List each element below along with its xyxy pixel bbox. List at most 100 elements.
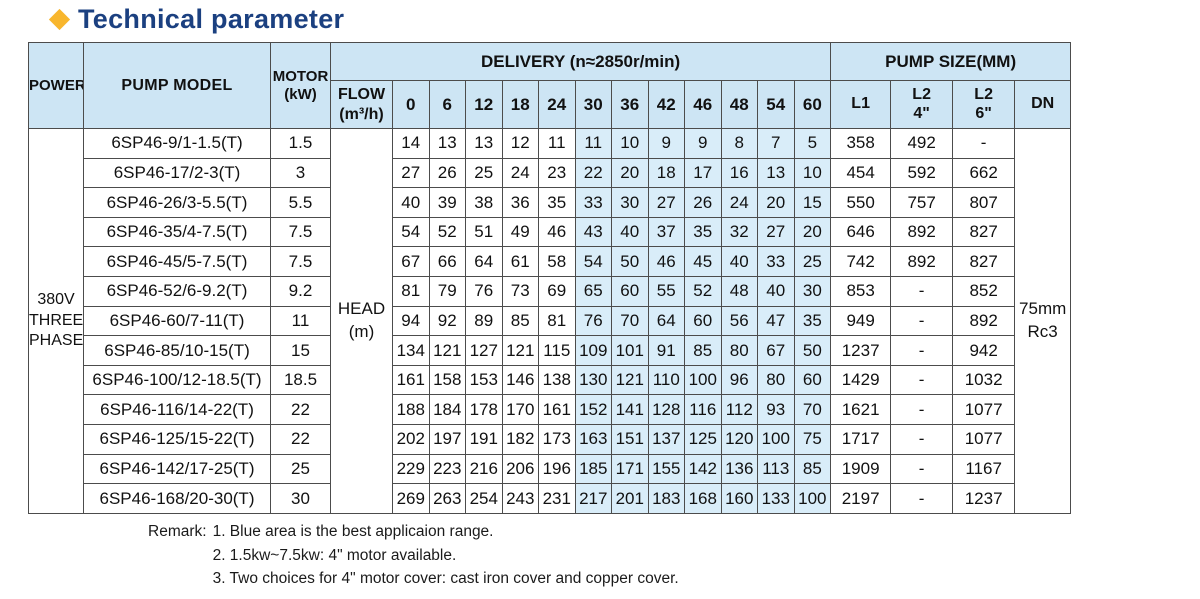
- motor-kw-cell: 7.5: [270, 216, 331, 248]
- head-value-cell: 49: [501, 216, 539, 248]
- l2-4in-cell: -: [890, 276, 954, 307]
- col-header-flow-60: 60: [793, 80, 832, 129]
- l1-cell: 853: [830, 276, 892, 307]
- technical-parameter-table: POWER PUMP MODEL MOTOR (kW) DELIVERY (n≈…: [28, 42, 1072, 514]
- head-value-cell: 60: [793, 364, 832, 396]
- motor-kw-cell: 3: [270, 157, 331, 189]
- pump-model-cell: 6SP46-168/20-30(T): [83, 483, 271, 514]
- head-value-cell: 136: [720, 453, 758, 485]
- head-value-cell: 138: [538, 364, 576, 396]
- head-value-cell: 46: [538, 216, 576, 248]
- l2-4in-cell: 892: [890, 216, 954, 248]
- head-value-cell: 66: [428, 246, 466, 278]
- head-value-cell: 161: [538, 394, 576, 426]
- head-value-cell: 146: [501, 364, 539, 396]
- head-value-cell: 112: [720, 394, 758, 426]
- col-header-flow-42: 42: [647, 80, 685, 129]
- head-value-cell: 25: [793, 246, 832, 278]
- l2-6in-cell: 807: [952, 187, 1016, 218]
- table-row: 6SP46-35/4-7.5(T) 7.5 54 52 51 49 46 43 40 37 35 32…: [29, 216, 1071, 248]
- l2-6in-cell: 827: [952, 216, 1016, 248]
- pump-model-cell: 6SP46-9/1-1.5(T): [83, 128, 271, 159]
- head-value-cell: 51: [465, 216, 503, 248]
- col-header-motor-kw: MOTOR (kW): [270, 42, 331, 129]
- head-value-cell: 35: [793, 305, 832, 337]
- remark-item: 1. Blue area is the best applicaion rang…: [212, 523, 494, 540]
- head-value-cell: 67: [757, 335, 795, 366]
- header-row-2: FLOW (m³/h) 0 6 12 18 24 30 36 42 46 48 54 60 L1 L2 4"…: [29, 80, 1072, 129]
- head-value-cell: 24: [720, 187, 758, 218]
- diamond-icon: [48, 8, 71, 31]
- motor-kw-cell: 7.5: [270, 246, 331, 278]
- col-header-flow: FLOW (m³/h): [330, 80, 393, 129]
- head-value-cell: 46: [647, 246, 685, 278]
- head-value-cell: 80: [757, 364, 795, 396]
- head-value-cell: 206: [501, 453, 539, 485]
- motor-kw-cell: 15: [270, 335, 331, 366]
- table-row: 6SP46-52/6-9.2(T) 9.2 81 79 76 73 69 65 60 55 52 48…: [29, 276, 1071, 307]
- head-value-cell: 17: [684, 157, 722, 189]
- col-header-power: POWER: [28, 42, 84, 129]
- l1-cell: 742: [830, 246, 892, 278]
- l1-cell: 1429: [830, 364, 892, 396]
- pump-model-cell: 6SP46-125/15-22(T): [83, 424, 271, 455]
- head-value-cell: 196: [538, 453, 576, 485]
- head-value-cell: 9: [647, 128, 685, 159]
- col-header-flow-54: 54: [757, 80, 795, 129]
- l1-cell: 1717: [830, 424, 892, 455]
- head-value-cell: 43: [574, 216, 612, 248]
- head-value-cell: 130: [574, 364, 612, 396]
- table-body: 380V THREE PHASE 6SP46-9/1-1.5(T) 1.5 HEAD …: [28, 128, 1072, 514]
- table-row: 6SP46-26/3-5.5(T) 5.5 40 39 38 36 35 33 30 27 26 24…: [29, 187, 1071, 218]
- head-value-cell: 113: [757, 453, 795, 485]
- table-row: 6SP46-17/2-3(T) 3 27 26 25 24 23 22 20 18 17 16 13 10…: [29, 157, 1071, 189]
- l1-cell: 550: [830, 187, 892, 218]
- head-value-cell: 15: [793, 187, 832, 218]
- head-value-cell: 89: [465, 305, 503, 337]
- head-value-cell: 25: [465, 157, 503, 189]
- head-value-cell: 58: [538, 246, 576, 278]
- motor-kw-cell: 5.5: [270, 187, 331, 218]
- head-value-cell: 91: [647, 335, 685, 366]
- l2-4in-cell: -: [890, 424, 954, 455]
- col-header-dn: DN: [1014, 80, 1072, 129]
- head-value-cell: 37: [647, 216, 685, 248]
- col-header-pump-model: PUMP MODEL: [83, 42, 271, 129]
- head-value-cell: 185: [574, 453, 612, 485]
- head-value-cell: 33: [574, 187, 612, 218]
- table-header: POWER PUMP MODEL MOTOR (kW) DELIVERY (n≈…: [28, 42, 1072, 129]
- remark-items: 1. Blue area is the best applicaion rang…: [213, 520, 679, 591]
- head-value-cell: 61: [501, 246, 539, 278]
- l2-4in-cell: -: [890, 364, 954, 396]
- l2-4in-cell: 492: [890, 128, 954, 159]
- head-value-cell: 201: [611, 483, 649, 514]
- l1-cell: 454: [830, 157, 892, 189]
- head-value-cell: 8: [720, 128, 758, 159]
- table-row: 6SP46-100/12-18.5(T) 18.5 161 158 153 146 138 1…: [29, 364, 1071, 396]
- head-value-cell: 100: [757, 424, 795, 455]
- head-value-cell: 35: [684, 216, 722, 248]
- table-row: 6SP46-168/20-30(T) 30 269 263 254 243 231 217 20…: [29, 483, 1071, 514]
- l2-6in-cell: 1032: [952, 364, 1016, 396]
- head-value-cell: 20: [611, 157, 649, 189]
- l2-4in-cell: 592: [890, 157, 954, 189]
- l1-cell: 1621: [830, 394, 892, 426]
- head-value-cell: 20: [793, 216, 832, 248]
- l2-6in-cell: 827: [952, 246, 1016, 278]
- head-value-cell: 50: [793, 335, 832, 366]
- head-value-cell: 128: [647, 394, 685, 426]
- pump-model-cell: 6SP46-116/14-22(T): [83, 394, 271, 426]
- head-value-cell: 27: [757, 216, 795, 248]
- head-value-cell: 40: [757, 276, 795, 307]
- head-value-cell: 14: [392, 128, 430, 159]
- head-value-cell: 11: [538, 128, 576, 159]
- l2-6in-cell: 1237: [952, 483, 1016, 514]
- head-value-cell: 216: [465, 453, 503, 485]
- head-value-cell: 76: [465, 276, 503, 307]
- head-value-cell: 188: [392, 394, 430, 426]
- head-value-cell: 80: [720, 335, 758, 366]
- header-row-1: POWER PUMP MODEL MOTOR (kW) DELIVERY (n≈…: [28, 42, 1072, 129]
- head-value-cell: 81: [538, 305, 576, 337]
- head-value-cell: 50: [611, 246, 649, 278]
- l2-6in-cell: 1077: [952, 424, 1016, 455]
